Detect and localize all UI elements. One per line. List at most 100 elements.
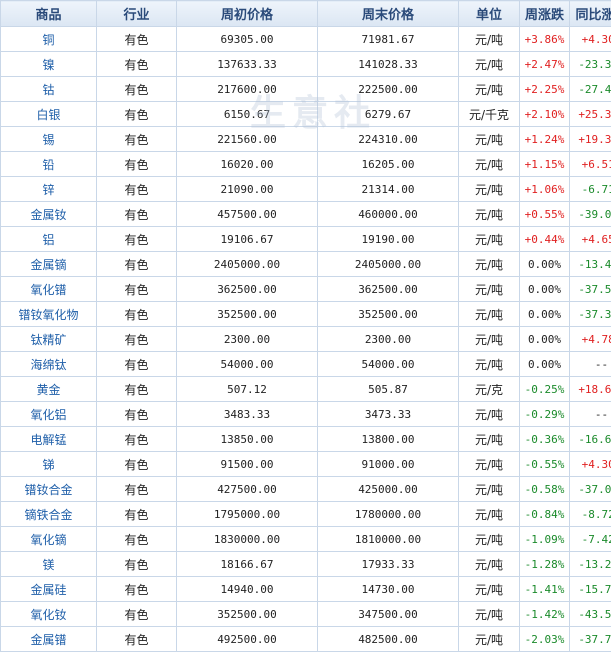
week-end-price: 1810000.00 (317, 526, 459, 552)
unit: 元/吨 (458, 626, 520, 652)
commodity-name[interactable]: 钛精矿 (0, 326, 97, 352)
week-start-price: 352500.00 (176, 601, 318, 627)
industry: 有色 (96, 576, 177, 602)
yoy-change: -- (569, 351, 611, 377)
table-row: 海绵钛 有色 54000.00 54000.00 元/吨 0.00% -- (0, 351, 611, 377)
weekly-change: +2.25% (519, 76, 570, 102)
weekly-change: -0.55% (519, 451, 570, 477)
week-start-price: 69305.00 (176, 26, 318, 52)
week-start-price: 91500.00 (176, 451, 318, 477)
week-start-price: 13850.00 (176, 426, 318, 452)
commodity-name[interactable]: 金属钕 (0, 201, 97, 227)
commodity-name[interactable]: 氧化镨 (0, 276, 97, 302)
commodity-name[interactable]: 氧化镝 (0, 526, 97, 552)
unit: 元/吨 (458, 126, 520, 152)
yoy-change: +25.39% (569, 101, 611, 127)
industry: 有色 (96, 401, 177, 427)
commodity-name[interactable]: 铝 (0, 226, 97, 252)
unit: 元/吨 (458, 251, 520, 277)
table-row: 氧化铝 有色 3483.33 3473.33 元/吨 -0.29% -- (0, 401, 611, 427)
unit: 元/吨 (458, 526, 520, 552)
week-start-price: 3483.33 (176, 401, 318, 427)
week-start-price: 2300.00 (176, 326, 318, 352)
week-end-price: 362500.00 (317, 276, 459, 302)
commodity-name[interactable]: 金属镨 (0, 626, 97, 652)
header-industry: 行业 (96, 0, 177, 27)
header-week-start-price: 周初价格 (176, 0, 318, 27)
unit: 元/吨 (458, 51, 520, 77)
industry: 有色 (96, 251, 177, 277)
unit: 元/吨 (458, 501, 520, 527)
industry: 有色 (96, 151, 177, 177)
yoy-change: -23.38% (569, 51, 611, 77)
commodity-name[interactable]: 黄金 (0, 376, 97, 402)
unit: 元/吨 (458, 576, 520, 602)
unit: 元/吨 (458, 26, 520, 52)
commodity-name[interactable]: 锡 (0, 126, 97, 152)
industry: 有色 (96, 101, 177, 127)
yoy-change: -39.07% (569, 201, 611, 227)
commodity-name[interactable]: 锌 (0, 176, 97, 202)
industry: 有色 (96, 301, 177, 327)
week-start-price: 457500.00 (176, 201, 318, 227)
industry: 有色 (96, 226, 177, 252)
weekly-change: +0.55% (519, 201, 570, 227)
commodity-name[interactable]: 锑 (0, 451, 97, 477)
week-start-price: 14940.00 (176, 576, 318, 602)
week-start-price: 18166.67 (176, 551, 318, 577)
industry: 有色 (96, 526, 177, 552)
industry: 有色 (96, 451, 177, 477)
commodity-name[interactable]: 氧化铝 (0, 401, 97, 427)
yoy-change: +4.78% (569, 326, 611, 352)
commodity-name[interactable]: 钴 (0, 76, 97, 102)
week-end-price: 16205.00 (317, 151, 459, 177)
commodity-name[interactable]: 白银 (0, 101, 97, 127)
industry: 有色 (96, 201, 177, 227)
week-start-price: 16020.00 (176, 151, 318, 177)
industry: 有色 (96, 326, 177, 352)
commodity-name[interactable]: 金属镝 (0, 251, 97, 277)
week-end-price: 224310.00 (317, 126, 459, 152)
commodity-name[interactable]: 镨钕氧化物 (0, 301, 97, 327)
commodity-name[interactable]: 铅 (0, 151, 97, 177)
week-start-price: 1795000.00 (176, 501, 318, 527)
week-start-price: 21090.00 (176, 176, 318, 202)
table-row: 镝铁合金有色1795000.001780000.00元/吨-0.84%-8.72… (0, 501, 611, 527)
commodity-name[interactable]: 镍 (0, 51, 97, 77)
industry: 有色 (96, 76, 177, 102)
week-end-price: 71981.67 (317, 26, 459, 52)
yoy-change: -13.49% (569, 251, 611, 277)
industry: 有色 (96, 26, 177, 52)
commodity-name[interactable]: 铜 (0, 26, 97, 52)
yoy-change: +4.30% (569, 451, 611, 477)
commodity-name[interactable]: 镨钕合金 (0, 476, 97, 502)
week-end-price: 6279.67 (317, 101, 459, 127)
weekly-change: +2.10% (519, 101, 570, 127)
commodity-name[interactable]: 海绵钛 (0, 351, 97, 377)
unit: 元/吨 (458, 176, 520, 202)
yoy-change: -37.74% (569, 626, 611, 652)
commodity-name[interactable]: 镝铁合金 (0, 501, 97, 527)
commodity-name[interactable]: 镁 (0, 551, 97, 577)
weekly-change: -1.28% (519, 551, 570, 577)
week-end-price: 2300.00 (317, 326, 459, 352)
weekly-change: +3.86% (519, 26, 570, 52)
unit: 元/吨 (458, 401, 520, 427)
unit: 元/吨 (458, 276, 520, 302)
industry: 有色 (96, 126, 177, 152)
week-end-price: 352500.00 (317, 301, 459, 327)
week-end-price: 13800.00 (317, 426, 459, 452)
commodity-name[interactable]: 氧化钕 (0, 601, 97, 627)
commodity-name[interactable]: 金属硅 (0, 576, 97, 602)
commodity-name[interactable]: 电解锰 (0, 426, 97, 452)
